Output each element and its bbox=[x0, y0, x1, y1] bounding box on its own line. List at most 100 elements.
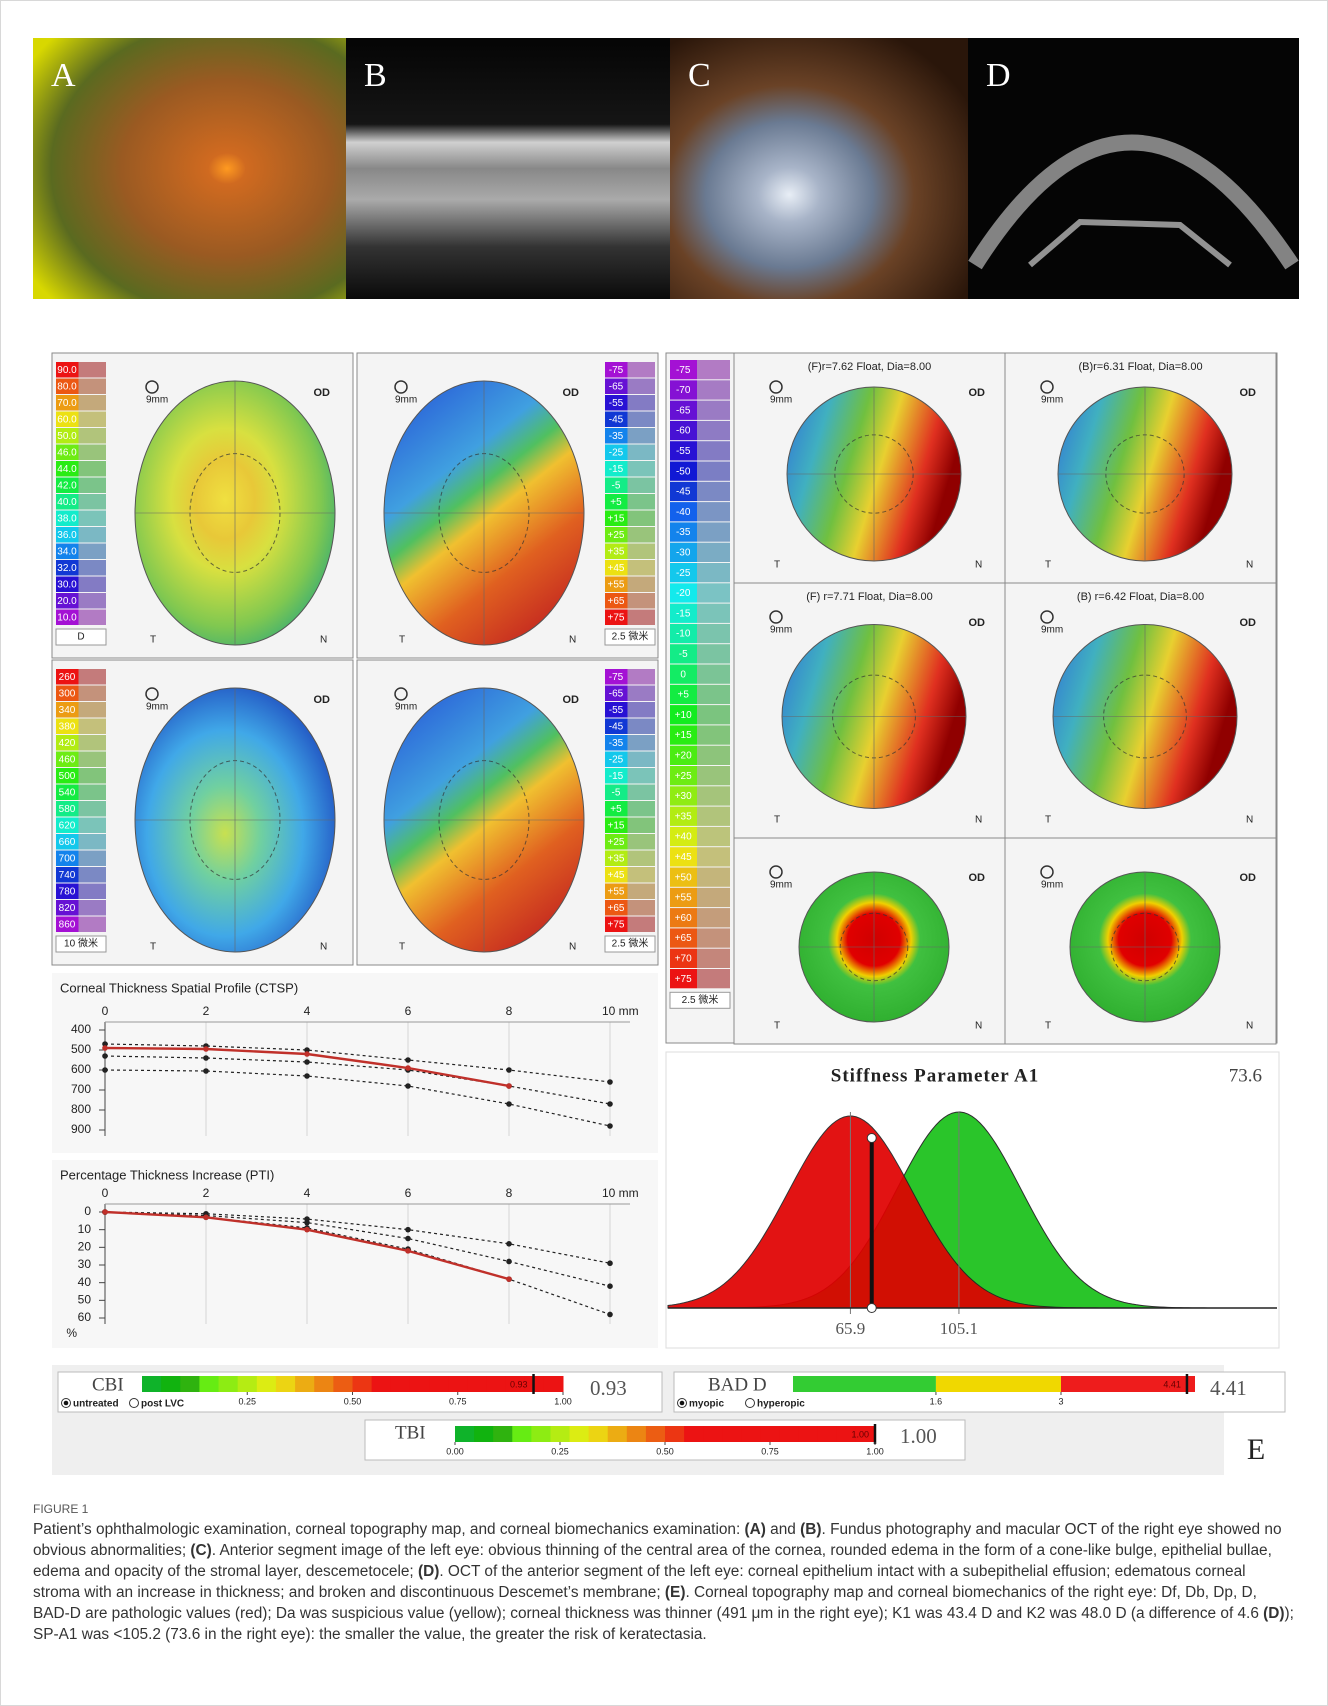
scale-key: 2.5 微米 bbox=[682, 993, 719, 1006]
caption-run: (D) bbox=[1263, 1605, 1284, 1622]
scale-label: 80.0 bbox=[57, 381, 77, 392]
scale-label: 620 bbox=[59, 820, 76, 831]
x-tick-label: 105.1 bbox=[940, 1319, 978, 1338]
scale-bar bbox=[79, 686, 107, 702]
scale-label: -5 bbox=[679, 649, 688, 660]
map-side-left: T bbox=[774, 815, 780, 826]
scale-label: 780 bbox=[59, 886, 76, 897]
map-side-left: T bbox=[1045, 560, 1051, 571]
x-tick-label: 4 bbox=[304, 1186, 311, 1200]
scale-bar bbox=[628, 610, 656, 626]
scale-bar bbox=[79, 379, 107, 395]
y-tick-label: 800 bbox=[71, 1102, 91, 1116]
index-scale-segment bbox=[665, 1426, 685, 1442]
scale-bar bbox=[697, 522, 730, 541]
index-tick-label: 0.75 bbox=[449, 1396, 467, 1406]
caption-run: Patient’s ophthalmologic examination, co… bbox=[33, 1521, 745, 1538]
scale-bar bbox=[79, 511, 107, 527]
map-side-right: N bbox=[320, 942, 327, 953]
map-side-right: N bbox=[975, 1021, 982, 1032]
scale-bar bbox=[697, 604, 730, 623]
scale-label: +15 bbox=[675, 730, 692, 741]
scale-label: 20.0 bbox=[57, 596, 77, 607]
index-zone bbox=[793, 1376, 936, 1392]
map-eye: OD bbox=[563, 387, 580, 399]
scale-bar bbox=[79, 785, 107, 801]
scale-bar bbox=[697, 746, 730, 765]
y-tick-label: 600 bbox=[71, 1062, 91, 1076]
y-tick-label: 50 bbox=[78, 1293, 92, 1307]
scale-label: 60.0 bbox=[57, 414, 77, 425]
index-scale-segment bbox=[238, 1376, 258, 1392]
scale-bar bbox=[628, 752, 656, 768]
x-tick-label: 0 bbox=[102, 1186, 109, 1200]
map-zoom: 9mm bbox=[1041, 625, 1063, 636]
map-header: (F)r=7.62 Float, Dia=8.00 bbox=[808, 361, 932, 373]
scale-bar bbox=[628, 801, 656, 817]
panel-label: E bbox=[1247, 1433, 1265, 1466]
scale-label: +45 bbox=[608, 563, 625, 574]
index-scale-segment bbox=[486, 1376, 506, 1392]
scale-label: 860 bbox=[59, 919, 76, 930]
scale-bar bbox=[628, 702, 656, 718]
fundus-photo bbox=[33, 38, 346, 299]
scale-bar bbox=[628, 669, 656, 685]
scale-bar bbox=[697, 462, 730, 481]
chart-panel bbox=[52, 1160, 658, 1348]
scale-label: +65 bbox=[675, 933, 692, 944]
map-eye: OD bbox=[563, 694, 580, 706]
scale-label: -40 bbox=[676, 507, 691, 518]
map-zoom: 9mm bbox=[770, 625, 792, 636]
scale-bar bbox=[628, 494, 656, 510]
scale-bar bbox=[628, 719, 656, 735]
index-scale-segment bbox=[570, 1426, 590, 1442]
caption-run: (C) bbox=[190, 1542, 211, 1559]
scale-bar bbox=[697, 624, 730, 643]
scale-bar bbox=[79, 412, 107, 428]
chart-panel bbox=[52, 973, 658, 1153]
scale-bar bbox=[697, 563, 730, 582]
scale-bar bbox=[628, 593, 656, 609]
chart-title: Percentage Thickness Increase (PTI) bbox=[60, 1167, 274, 1182]
radio-label: myopic bbox=[689, 1399, 724, 1410]
scale-bar bbox=[697, 644, 730, 663]
caption: FIGURE 1 Patient’s ophthalmologic examin… bbox=[33, 1502, 1295, 1645]
index-scale-segment bbox=[493, 1426, 513, 1442]
scale-bar bbox=[79, 478, 107, 494]
scale-bar bbox=[697, 502, 730, 521]
index-scale-segment bbox=[199, 1376, 219, 1392]
scale-bar bbox=[79, 395, 107, 411]
radio bbox=[746, 1399, 755, 1408]
scale-bar bbox=[79, 428, 107, 444]
map-side-right: N bbox=[1246, 1021, 1253, 1032]
series-point bbox=[203, 1055, 209, 1061]
scale-label: -30 bbox=[676, 547, 691, 558]
scale-label: +35 bbox=[608, 546, 625, 557]
caption-run: (A) bbox=[745, 1521, 766, 1538]
scale-bar bbox=[628, 867, 656, 883]
map-zoom: 9mm bbox=[395, 702, 417, 713]
map-zoom: 9mm bbox=[1041, 395, 1063, 406]
scale-bar bbox=[628, 428, 656, 444]
index-scale-segment bbox=[512, 1426, 532, 1442]
series-point bbox=[506, 1101, 512, 1107]
scale-label: 460 bbox=[59, 754, 76, 765]
scale-bar bbox=[79, 494, 107, 510]
y-tick-label: 60 bbox=[78, 1310, 92, 1324]
scale-label: +45 bbox=[675, 852, 692, 863]
scale-label: -70 bbox=[676, 385, 691, 396]
scale-label: -45 bbox=[609, 721, 624, 732]
x-tick-label: 2 bbox=[203, 1004, 210, 1018]
scale-bar bbox=[628, 527, 656, 543]
scale-bar bbox=[697, 705, 730, 724]
scale-label: +65 bbox=[608, 596, 625, 607]
index-scale-segment bbox=[391, 1376, 411, 1392]
series-point bbox=[506, 1276, 512, 1282]
index-zone bbox=[936, 1376, 1061, 1392]
scale-bar bbox=[697, 725, 730, 744]
series-point bbox=[607, 1123, 613, 1129]
scale-label: -65 bbox=[676, 405, 691, 416]
scale-bar bbox=[628, 379, 656, 395]
chart-title: Stiffness Parameter A1 bbox=[831, 1065, 1039, 1086]
map-side-left: T bbox=[399, 942, 405, 953]
